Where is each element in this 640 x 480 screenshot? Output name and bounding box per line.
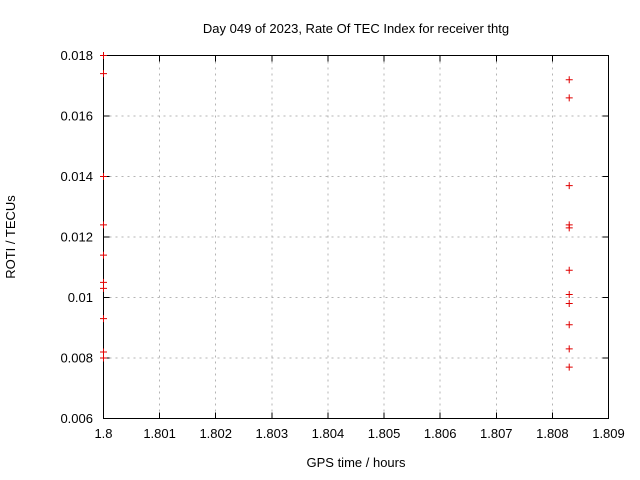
data-point bbox=[565, 94, 573, 102]
x-tick-label: 1.807 bbox=[480, 426, 513, 441]
data-point bbox=[565, 345, 573, 353]
x-tick-label: 1.801 bbox=[143, 426, 176, 441]
data-point bbox=[565, 290, 573, 298]
x-tick-label: 1.809 bbox=[592, 426, 625, 441]
data-point bbox=[100, 354, 107, 362]
data-point bbox=[100, 70, 107, 78]
y-tick-label: 0.01 bbox=[68, 290, 93, 305]
y-tick-label: 0.018 bbox=[60, 48, 93, 63]
data-point bbox=[565, 321, 573, 329]
data-point bbox=[100, 278, 107, 286]
data-point bbox=[565, 266, 573, 274]
data-point bbox=[100, 52, 107, 59]
data-point bbox=[565, 224, 573, 232]
points-layer bbox=[100, 52, 573, 371]
y-axis-label: ROTI / TECUs bbox=[3, 195, 18, 279]
x-tick-label: 1.806 bbox=[424, 426, 457, 441]
y-tick-label: 0.012 bbox=[60, 230, 93, 245]
data-point bbox=[100, 348, 107, 356]
data-point bbox=[100, 315, 107, 323]
data-point bbox=[565, 76, 573, 84]
x-tick-label: 1.8 bbox=[94, 426, 112, 441]
y-tick-label: 0.014 bbox=[60, 169, 93, 184]
x-tick-label: 1.805 bbox=[368, 426, 401, 441]
x-axis-label: GPS time / hours bbox=[307, 455, 406, 470]
x-tick-label: 1.808 bbox=[536, 426, 569, 441]
x-tick-label: 1.803 bbox=[256, 426, 289, 441]
data-point bbox=[565, 182, 573, 190]
x-tick-label: 1.802 bbox=[199, 426, 232, 441]
y-tick-label: 0.006 bbox=[60, 411, 93, 426]
data-point bbox=[100, 251, 107, 259]
tick-label-layer: 1.8 1.801 1.802 1.803 1.804 1.805 1.806 1.807 1.… bbox=[60, 48, 624, 441]
data-point bbox=[565, 300, 573, 308]
data-point bbox=[100, 221, 107, 229]
y-tick-label: 0.016 bbox=[60, 109, 93, 124]
y-tick-label: 0.008 bbox=[60, 351, 93, 366]
grid-layer bbox=[103, 55, 609, 419]
x-tick-label: 1.804 bbox=[312, 426, 345, 441]
data-point bbox=[100, 284, 107, 292]
data-point bbox=[565, 363, 573, 371]
chart-title: Day 049 of 2023, Rate Of TEC Index for r… bbox=[203, 21, 509, 36]
tick-layer bbox=[103, 55, 609, 419]
data-point bbox=[100, 173, 107, 180]
